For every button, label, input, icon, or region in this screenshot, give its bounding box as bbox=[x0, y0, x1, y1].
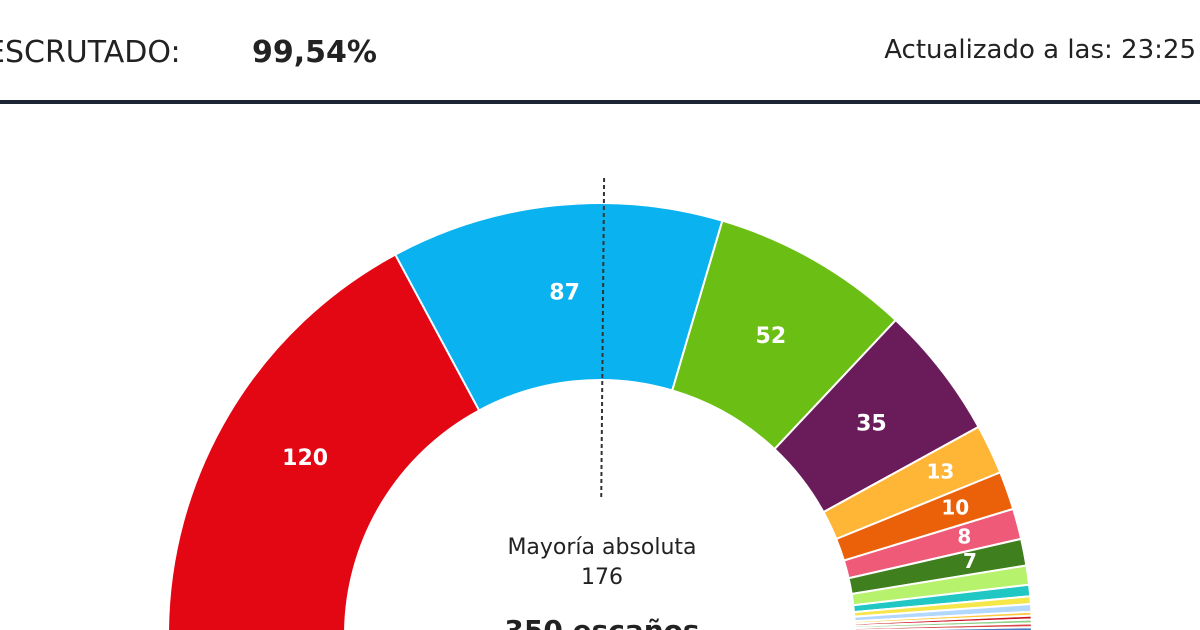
seat-label: 52 bbox=[756, 324, 787, 349]
seat-label: 87 bbox=[549, 280, 580, 305]
seat-segment bbox=[853, 626, 1033, 630]
seat-label: 120 bbox=[282, 446, 328, 471]
total-seats: 350 escaños bbox=[504, 614, 699, 630]
count-label: ESCRUTADO: bbox=[0, 35, 181, 70]
seat-segment bbox=[853, 622, 1033, 630]
seat-label: 10 bbox=[941, 495, 969, 519]
seat-label: 8 bbox=[957, 524, 971, 548]
majority-value: 176 bbox=[581, 565, 623, 590]
count-percent: 99,54% bbox=[252, 35, 377, 70]
parliament-chart: 120 87 52 35 13 10 87 bbox=[167, 178, 1033, 630]
majority-label: Mayoría absoluta bbox=[507, 535, 696, 560]
seat-label: 35 bbox=[856, 411, 887, 436]
seat-segment bbox=[167, 253, 481, 630]
updated-time: Actualizado a las: 23:25 bbox=[884, 35, 1196, 65]
seat-segment bbox=[393, 202, 724, 412]
seat-label: 13 bbox=[926, 459, 954, 483]
seat-label: 7 bbox=[963, 549, 977, 573]
divider bbox=[0, 100, 1200, 104]
majority-line bbox=[600, 178, 606, 501]
